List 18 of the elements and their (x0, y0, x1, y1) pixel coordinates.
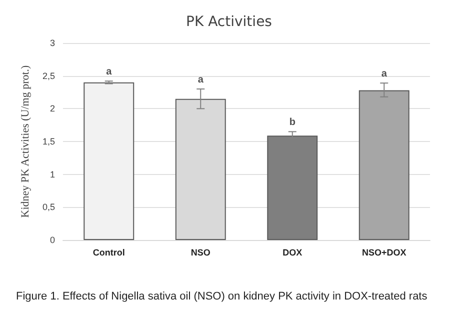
y-tick-label: 0,5 (42, 202, 55, 212)
x-tick-label: DOX (282, 248, 302, 258)
x-tick-label: Control (92, 248, 125, 258)
annotation: a (106, 66, 112, 78)
y-tick-label: 1 (50, 169, 55, 180)
y-tick-label: 2 (50, 104, 55, 114)
x-tick-label: NSO+DOX (362, 248, 406, 258)
chart-title: PK Activities (186, 14, 272, 30)
x-tick-label: NSO (190, 248, 210, 258)
annotation: b (289, 117, 296, 128)
y-axis-title: Kidney PK Activities (U/mg prot.) (20, 64, 32, 218)
caption: Figure 1. Effects of Nigella sativa oil (NSO) on kidney PK activity in DOX-treated rats (16, 290, 428, 302)
y-tick-label: 1,5 (42, 136, 55, 146)
annotation: a (198, 74, 204, 86)
annotation: a (381, 68, 388, 80)
y-tick-label: 0 (50, 235, 55, 245)
y-tick-label: 2,5 (42, 70, 55, 81)
y-tick-label: 3 (50, 38, 55, 48)
